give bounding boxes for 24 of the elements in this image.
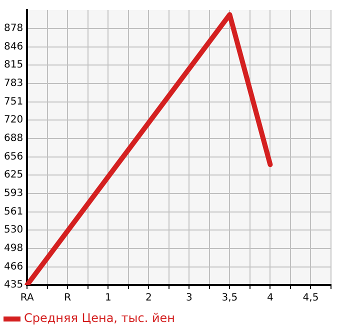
- y-tick-label: 783: [4, 78, 24, 90]
- y-tick-label: 720: [4, 114, 24, 126]
- y-tick-label: 561: [4, 206, 24, 218]
- x-tick-label: RA: [20, 292, 34, 304]
- y-tick-label: 530: [4, 224, 24, 236]
- y-tick-label: 846: [4, 42, 24, 53]
- y-tick-label: 878: [4, 23, 24, 34]
- y-tick-label: 593: [4, 188, 24, 200]
- x-tick-label: 3: [186, 292, 192, 304]
- x-tick-label: 2: [145, 292, 152, 304]
- y-tick-label: 466: [4, 262, 24, 273]
- y-tick-label: 625: [4, 170, 24, 181]
- x-tick-label: 4,5: [302, 292, 319, 304]
- y-tick-label: 688: [4, 133, 24, 144]
- y-tick-label: 815: [4, 60, 24, 71]
- x-tick-label: R: [64, 292, 72, 304]
- x-tick-label: 1: [104, 292, 112, 304]
- y-tick-label: 656: [4, 152, 24, 163]
- y-tick-label: 498: [4, 243, 24, 254]
- y-tick-label: 751: [4, 96, 24, 108]
- y-tick-label: 435: [4, 280, 24, 291]
- x-tick-label: 4: [267, 292, 274, 304]
- legend-label: Средняя Цена, тыс. йен: [24, 311, 176, 326]
- x-tick-label: 3,5: [222, 292, 238, 304]
